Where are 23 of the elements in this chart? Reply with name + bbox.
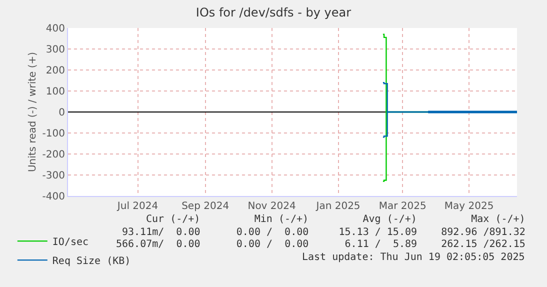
y-axis-title: Units read (-) / write (+): [27, 52, 38, 172]
y-tick-label: 100: [46, 86, 65, 98]
y-tick-label: -100: [42, 128, 65, 140]
chart-title: IOs for /dev/sdfs - by year: [196, 5, 352, 20]
text: Last update: Thu Jun 19 02:05:05 2025: [302, 252, 525, 263]
text: 93.11m/ 0.00 0.00 / 0.00 15.13 / 15.09 892.96 /891.32: [122, 227, 526, 238]
y-tick-label: -200: [42, 150, 65, 160]
y-tick-label: -400: [42, 192, 65, 202]
text: Cur (-/+) Min (-/+) Avg (-/+) Max (-/+): [146, 214, 526, 225]
x-tick-label: Nov 2024: [248, 201, 296, 212]
y-tick-label: 400: [46, 24, 65, 34]
legend-label: IO/sec: [52, 236, 89, 248]
y-tick-label: 0: [58, 108, 65, 118]
y-tick-label: -300: [42, 170, 65, 182]
x-tick-label: Sep 2024: [182, 201, 230, 212]
x-tick-label: Jul 2024: [116, 201, 158, 212]
y-tick-label: 200: [46, 66, 65, 76]
x-tick-label: May 2025: [444, 201, 494, 212]
legend-label: Req Size (KB): [52, 256, 131, 267]
text: 566.07m/ 0.00 0.00 / 0.00 6.11 / 5.89 262.15 /262.15: [116, 239, 526, 250]
x-tick-label: Mar 2025: [378, 201, 426, 212]
x-tick-label: Jan 2025: [315, 201, 360, 212]
y-tick-label: 300: [46, 44, 65, 56]
